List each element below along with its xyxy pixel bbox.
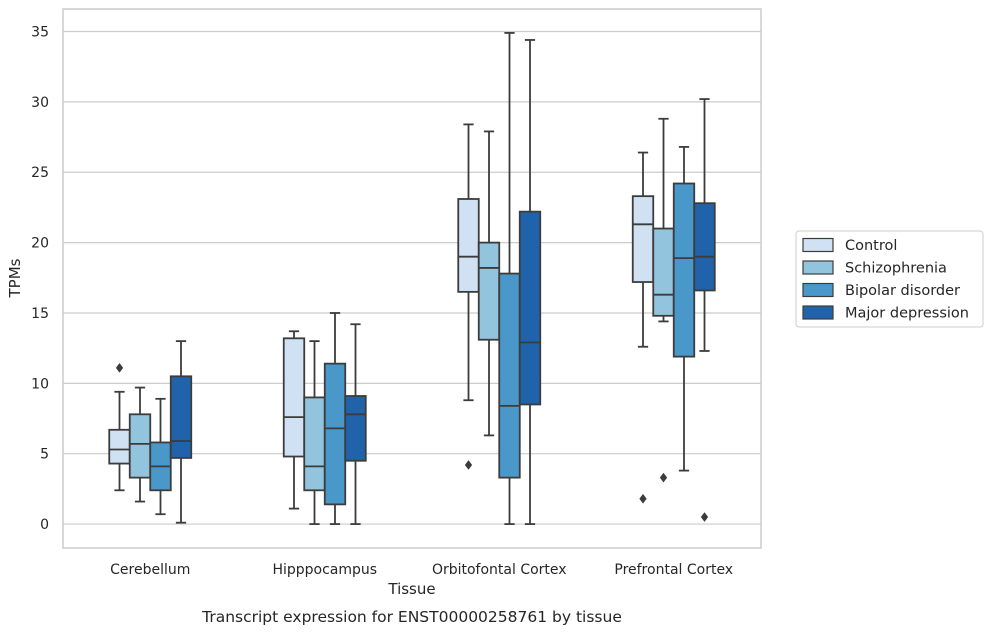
- legend-label: Schizophrenia: [845, 261, 947, 277]
- box-body: [693, 202, 716, 292]
- x-tick-label: Cerebellum: [110, 562, 190, 578]
- y-tick-label: 10: [31, 376, 49, 392]
- outlier-point: [700, 512, 709, 522]
- box-body: [344, 395, 367, 462]
- box-major-depression: [169, 340, 193, 524]
- outlier-point: [659, 472, 668, 483]
- box-body: [457, 198, 480, 293]
- y-tick-label: 25: [31, 165, 49, 181]
- box-body: [128, 413, 152, 479]
- legend-label: Bipolar disorder: [845, 283, 960, 299]
- y-tick-label: 20: [31, 236, 49, 252]
- box-body: [518, 210, 542, 406]
- box-body: [631, 195, 655, 283]
- x-tick-label: Prefrontal Cortex: [614, 562, 733, 578]
- y-axis-title: TPMs: [6, 258, 24, 298]
- y-tick-label: 0: [40, 517, 49, 533]
- box-major-depression: [344, 323, 367, 525]
- box-major-depression: [693, 98, 716, 522]
- outlier-point: [639, 493, 647, 504]
- outlier-point: [464, 460, 473, 470]
- box-body: [672, 182, 696, 358]
- legend-swatch: [802, 237, 834, 253]
- x-tick-labels: Cerebellum Hipppocampus Orbitofontal Corte…: [110, 562, 733, 578]
- box-body: [303, 396, 326, 492]
- box-bipolar-disorder: [149, 397, 172, 516]
- legend-label: Major depression: [845, 306, 969, 322]
- box-body: [323, 362, 347, 506]
- legend: Control Schizophrenia Bipolar disorder Majo…: [795, 230, 984, 328]
- y-tick-labels: 0 5 10 15 20 25 30 35: [31, 25, 49, 534]
- y-tick-label: 5: [40, 447, 49, 463]
- box-body: [108, 428, 131, 465]
- outlier-point: [115, 362, 124, 373]
- y-tick-label: 15: [31, 306, 49, 322]
- box-major-depression: [518, 39, 542, 525]
- box-body: [477, 241, 501, 341]
- x-axis-title: Tissue: [387, 580, 435, 598]
- box-schizophrenia: [652, 117, 675, 483]
- box-control: [282, 330, 306, 510]
- legend-label: Control: [845, 238, 897, 254]
- legend-swatch: [802, 260, 834, 275]
- x-tick-label: Hipppocampus: [272, 562, 377, 578]
- box-body: [282, 337, 306, 458]
- legend-frame: [795, 230, 984, 328]
- figure-caption: Transcript expression for ENST0000025876…: [201, 608, 622, 626]
- x-tick-label: Orbitofontal Cortex: [432, 562, 567, 578]
- box-body: [498, 272, 521, 479]
- box-control: [108, 362, 131, 492]
- box-schizophrenia: [303, 340, 326, 525]
- legend-swatch: [802, 305, 834, 320]
- box-body: [169, 375, 193, 459]
- legend-swatch: [802, 282, 834, 298]
- box-series: [108, 32, 716, 525]
- y-tick-label: 35: [31, 25, 49, 41]
- box-body: [652, 227, 675, 317]
- y-tick-label: 30: [31, 95, 49, 111]
